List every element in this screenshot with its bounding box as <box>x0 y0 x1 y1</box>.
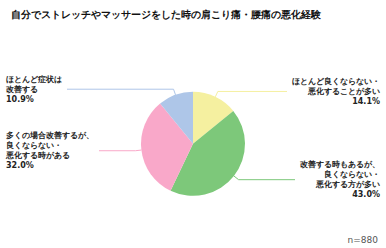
svg-text:多くの場合改善するが、: 多くの場合改善するが、 <box>6 130 94 140</box>
svg-text:悪化する時がある: 悪化する時がある <box>5 151 70 160</box>
svg-text:悪化する方が多い: 悪化する方が多い <box>315 179 380 189</box>
svg-text:32.0%: 32.0% <box>6 161 34 170</box>
svg-text:n=880: n=880 <box>348 235 379 245</box>
svg-text:ほとんど症状は: ほとんど症状は <box>6 75 62 84</box>
svg-text:10.9%: 10.9% <box>6 95 34 104</box>
svg-text:ほとんど良くならない・: ほとんど良くならない・ <box>292 76 380 86</box>
svg-text:43.0%: 43.0% <box>352 190 380 199</box>
svg-text:改善する時もあるが、: 改善する時もあるが、 <box>300 159 380 169</box>
svg-text:自分でストレッチやマッサージをした時の肩こり痛・腰痛の悪化経: 自分でストレッチやマッサージをした時の肩こり痛・腰痛の悪化経験 <box>11 9 322 20</box>
svg-text:14.1%: 14.1% <box>352 97 380 106</box>
svg-text:改善する: 改善する <box>6 84 38 94</box>
svg-text:良くならない・: 良くならない・ <box>324 169 380 179</box>
svg-text:良くならない・: 良くならない・ <box>6 140 62 150</box>
svg-text:悪化することが多い: 悪化することが多い <box>307 87 380 96</box>
